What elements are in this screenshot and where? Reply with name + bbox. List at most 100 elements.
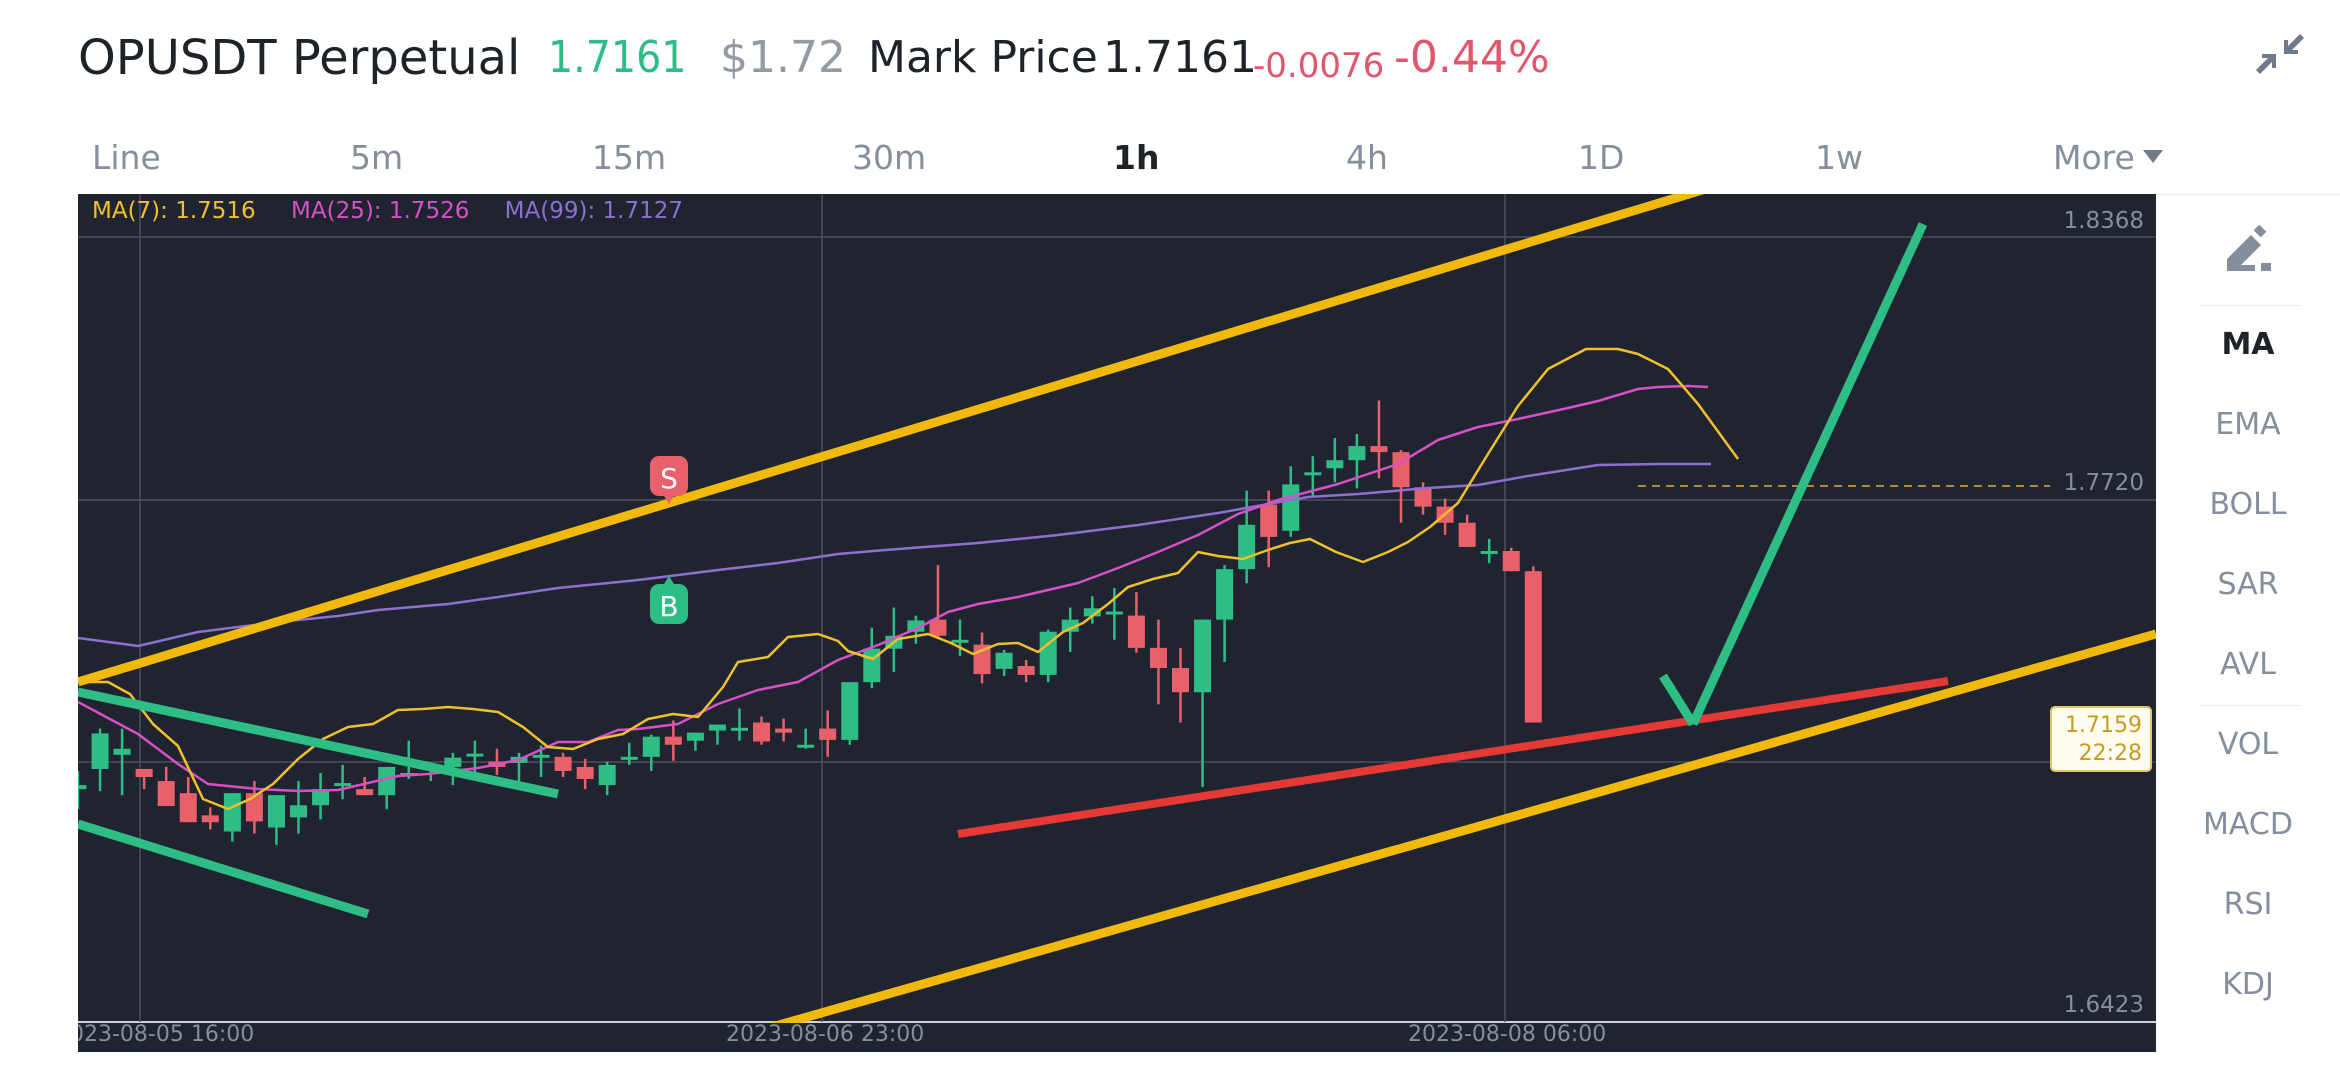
candle-body [1414,487,1432,507]
candle-body [378,766,396,796]
collapse-arrows-icon [2256,34,2304,74]
candle-countdown: 22:28 [2078,741,2142,766]
candle-body [1216,569,1234,620]
indicator-avl[interactable]: AVL [2220,647,2276,682]
candle-body [334,783,352,787]
tab-30m[interactable]: 30m [852,138,927,177]
last-price-tag: 1.7159 22:28 [2050,706,2152,772]
channel-upper-line [78,194,1705,687]
indicator-ema[interactable]: EMA [2215,407,2281,442]
more-label: More [2053,138,2135,177]
projection-down-line [1659,673,1697,727]
candle-body [775,728,793,733]
indicator-rsi[interactable]: RSI [2223,887,2273,922]
candle-body [201,815,219,823]
candle-body [312,789,330,806]
candle-body [78,785,87,790]
candle-body [1524,571,1542,723]
candle-body [907,620,925,632]
sell-marker-pointer [664,496,674,504]
interval-tabs: Line 5m 15m 30m 1h 4h 1D 1w More [0,130,2340,192]
pencil-draw-icon [2227,224,2271,271]
candle-body [91,733,109,769]
ma99-legend: MA(99): 1.7127 [504,198,684,224]
candle-body [929,619,947,636]
red-support-line [957,677,1949,838]
last-price-tag-value: 1.7159 [2065,713,2142,738]
indicator-macd[interactable]: MACD [2203,807,2293,842]
candle-body [179,793,197,823]
green-trendline-lower [78,819,370,919]
candle-body [664,736,682,745]
sell-marker-label: S [660,462,678,495]
candle-body [1326,460,1344,469]
channel-lower-line [667,629,2156,1052]
candle-body [598,764,616,786]
candle-body [290,805,307,818]
candle-body [642,736,660,757]
mark-price-value: 1.7161 [1103,32,1257,83]
candle-body [1083,608,1101,617]
candle-body [753,722,771,742]
tab-5m[interactable]: 5m [350,138,404,177]
candle-body [532,754,550,758]
tab-4h[interactable]: 4h [1346,138,1388,177]
sell-marker [650,456,688,496]
tab-line[interactable]: Line [92,138,161,177]
candle-body [267,795,285,828]
ma-legend: MA(7): 1.7516 MA(25): 1.7526 MA(99): 1.7… [92,198,711,224]
sidebar-divider [2200,705,2300,706]
tab-more[interactable]: More [2053,138,2163,177]
y-axis-label-bottom: 1.6423 [2063,992,2144,1018]
candle-body [1480,551,1498,554]
symbol-title: OPUSDT Perpetual [78,30,521,86]
indicator-kdj[interactable]: KDJ [2222,967,2274,1002]
collapse-fullscreen-button[interactable] [2256,30,2304,78]
price-change-absolute: -0.0076 [1253,46,1385,86]
candle-body [841,682,859,740]
candle-body [1282,484,1300,531]
ma7-line [78,347,1740,811]
indicator-vol[interactable]: VOL [2217,727,2279,762]
ticker-header: OPUSDT Perpetual 1.7161 $1.72 Mark Price… [0,0,2340,120]
buy-marker [650,584,688,624]
candle-body [1260,504,1278,537]
candle-body [1149,647,1167,669]
tab-15m[interactable]: 15m [592,138,667,177]
candle-body [1127,615,1145,648]
tab-1d[interactable]: 1D [1578,138,1625,177]
candle-body [819,728,837,740]
chart-canvas: SB [78,194,2156,1052]
indicator-boll[interactable]: BOLL [2209,487,2287,522]
candle-body [731,727,748,731]
x-axis-strip [78,1023,2156,1052]
candle-body [135,768,153,778]
candle-body [1348,446,1366,461]
candle-body [797,744,815,748]
candle-body [576,766,594,780]
last-price: 1.7161 [548,32,687,83]
y-axis-label-top: 1.8368 [2063,208,2144,234]
caret-down-icon [2142,150,2163,163]
candle-body [620,756,638,760]
candle-body [1061,619,1079,632]
candle-body [951,639,969,643]
candle-body [1370,446,1388,453]
candle-body [1238,524,1256,570]
candle-body [223,793,241,832]
projection-up-line [1688,222,1928,726]
candlestick-chart[interactable]: MA(7): 1.7516 MA(25): 1.7526 MA(99): 1.7… [78,194,2156,1052]
ma25-line [78,384,1709,793]
drawing-tool-button[interactable] [2225,224,2275,275]
candle-body [444,757,462,767]
candle-body [554,756,572,771]
indicator-ma[interactable]: MA [2221,327,2275,362]
candle-body [708,724,726,731]
indicator-sar[interactable]: SAR [2217,567,2279,602]
tab-1h[interactable]: 1h [1113,138,1160,177]
candle-body [1458,522,1476,547]
sidebar-divider [2200,305,2300,306]
candle-body [157,781,175,807]
candle-body [1194,619,1212,693]
tab-1w[interactable]: 1w [1815,138,1863,177]
